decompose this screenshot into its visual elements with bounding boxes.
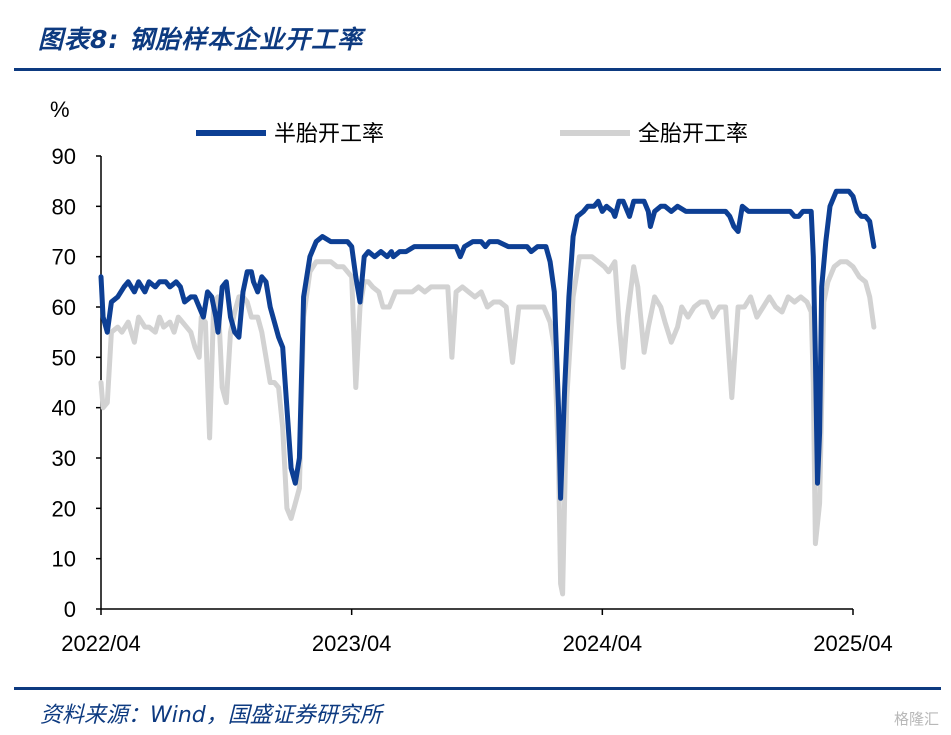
series-group bbox=[98, 188, 877, 597]
x-tick-label: 2022/04 bbox=[61, 631, 141, 656]
y-tick-label: 50 bbox=[52, 345, 76, 370]
y-tick-label: 40 bbox=[52, 396, 76, 421]
x-tick-label: 2025/04 bbox=[813, 631, 893, 656]
legend-label: 半胎开工率 bbox=[274, 122, 384, 147]
legend: 半胎开工率 全胎开工率 bbox=[196, 122, 748, 147]
y-tick-label: 0 bbox=[64, 597, 76, 622]
y-tick-label: 60 bbox=[52, 295, 76, 320]
y-tick-label: 10 bbox=[52, 547, 76, 572]
legend-label: 全胎开工率 bbox=[638, 122, 748, 147]
x-tick-label: 2023/04 bbox=[312, 631, 392, 656]
y-tick-label: 30 bbox=[52, 446, 76, 471]
watermark: 格隆汇 bbox=[893, 710, 939, 728]
y-tick-label: 70 bbox=[52, 245, 76, 270]
chart-title: 图表8: 钢胎样本企业开工率 bbox=[38, 25, 364, 54]
y-tick-label: 90 bbox=[52, 144, 76, 169]
series-line-all-steel bbox=[98, 254, 877, 597]
y-tick-label: 80 bbox=[52, 194, 76, 219]
y-axis-unit: % bbox=[50, 97, 70, 122]
header-rule bbox=[14, 68, 941, 71]
x-tick-label: 2024/04 bbox=[563, 631, 643, 656]
source-note: 资料来源：Wind，国盛证券研究所 bbox=[40, 703, 382, 728]
axes: 0 10 20 30 40 50 60 70 80 90% 2022/04 2023/04 2024/0… bbox=[50, 97, 893, 656]
y-tick-label: 20 bbox=[52, 496, 76, 521]
footer-rule bbox=[14, 687, 941, 690]
series-line-semi-steel bbox=[98, 188, 877, 501]
